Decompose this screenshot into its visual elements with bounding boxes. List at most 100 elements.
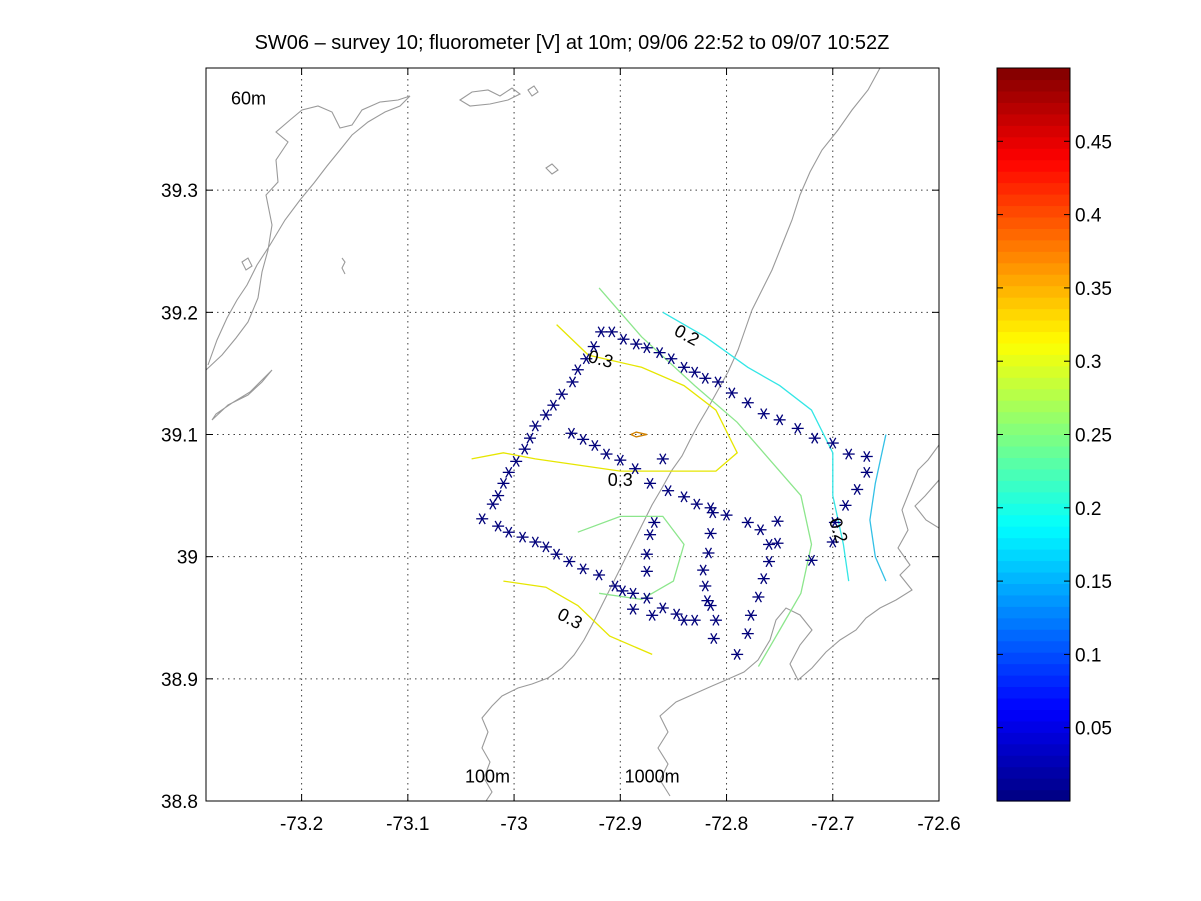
station-marker xyxy=(697,564,710,576)
y-tick-label: 39.1 xyxy=(161,426,198,447)
station-marker xyxy=(629,463,642,475)
colorbar-band xyxy=(997,251,1070,264)
station-marker xyxy=(731,648,744,660)
station-marker xyxy=(712,376,725,388)
colorbar-bands xyxy=(997,68,1070,802)
station-marker xyxy=(771,537,784,549)
contour-line-5 xyxy=(662,311,850,582)
colorbar-band xyxy=(997,125,1070,138)
x-tick-label: -72.6 xyxy=(917,814,960,835)
station-marker xyxy=(757,408,770,420)
colorbar-band xyxy=(997,434,1070,447)
colorbar-band xyxy=(997,468,1070,481)
colorbar-band xyxy=(997,457,1070,470)
x-tick-label: -72.7 xyxy=(811,814,854,835)
colorbar-band xyxy=(997,274,1070,287)
station-marker xyxy=(630,338,643,350)
isobath-1000m-hook xyxy=(914,479,939,529)
station-marker xyxy=(605,326,618,338)
station-marker xyxy=(529,536,542,548)
colorbar-band xyxy=(997,354,1070,367)
station-marker xyxy=(492,520,505,532)
colorbar-band xyxy=(997,297,1070,310)
station-marker xyxy=(550,548,563,560)
station-marker xyxy=(678,491,691,503)
y-tick-label: 38.8 xyxy=(161,792,198,813)
bathymetry-contours xyxy=(206,68,939,801)
colorbar-band xyxy=(997,709,1070,722)
station-marker xyxy=(752,591,765,603)
colorbar-band xyxy=(997,331,1070,344)
station-marker xyxy=(486,498,499,510)
station-marker xyxy=(763,556,776,568)
colorbar-band xyxy=(997,617,1070,630)
station-marker xyxy=(616,585,629,597)
colorbar-band xyxy=(997,308,1070,321)
station-marker xyxy=(595,326,608,338)
colorbar-band xyxy=(997,503,1070,516)
station-marker xyxy=(773,414,786,426)
station-marker xyxy=(539,409,552,421)
station-marker xyxy=(640,342,653,354)
station-marker xyxy=(741,397,754,409)
colorbar-tick-label: 0.2 xyxy=(1075,499,1101,520)
isobath-1000m xyxy=(657,444,939,797)
isobath-60m xyxy=(206,95,411,371)
contour-line-2 xyxy=(630,431,648,438)
colorbar-band xyxy=(997,68,1070,81)
colorbar-tick-label: 0.05 xyxy=(1075,719,1112,740)
y-tick-label: 39.2 xyxy=(161,303,198,324)
station-marker xyxy=(644,529,657,541)
colorbar-band xyxy=(997,675,1070,688)
colorbar-band xyxy=(997,342,1070,355)
isobath-label: 100m xyxy=(465,767,510,787)
colorbar-band xyxy=(997,205,1070,218)
colorbar-band xyxy=(997,182,1070,195)
station-marker xyxy=(704,599,717,612)
station-marker xyxy=(648,516,661,529)
y-tick-label: 39.3 xyxy=(161,181,198,202)
x-tick-label: -73.1 xyxy=(386,814,429,835)
colorbar-band xyxy=(997,388,1070,401)
colorbar-band xyxy=(997,319,1070,333)
station-marker xyxy=(808,432,821,444)
colorbar-band xyxy=(997,113,1070,126)
station-marker xyxy=(571,364,584,376)
station-marker xyxy=(662,485,675,497)
x-tick-label: -72.9 xyxy=(599,814,642,835)
contour-line-4 xyxy=(577,515,685,601)
colorbar-band xyxy=(997,400,1070,413)
colorbar-band xyxy=(997,228,1070,241)
station-marker xyxy=(688,366,701,378)
colorbar-tick-label: 0.3 xyxy=(1075,352,1101,373)
colorbar: 0.05 0.1 0.15 0.2 0.25 0.3 0.35 0.4 0.45 xyxy=(996,67,1112,802)
station-marker xyxy=(577,563,590,575)
station-marker xyxy=(670,608,683,620)
station-marker xyxy=(524,432,537,444)
colorbar-band xyxy=(997,778,1070,791)
isobath-60m-spot4 xyxy=(341,257,346,275)
colorbar-band xyxy=(997,663,1070,676)
station-marker xyxy=(617,333,630,345)
colorbar-band xyxy=(997,216,1070,229)
station-marker xyxy=(741,516,754,529)
station-marker xyxy=(771,515,784,527)
x-axis: -73.2 -73.1 -73 -72.9 -72.8 -72.7 -72.6 xyxy=(280,68,961,835)
station-marker xyxy=(690,498,703,510)
contour-label: 0.3 xyxy=(608,470,633,490)
colorbar-band xyxy=(997,766,1070,779)
colorbar-band xyxy=(997,148,1070,161)
station-marker xyxy=(678,614,691,626)
colorbar-band xyxy=(997,697,1070,710)
colorbar-band xyxy=(997,526,1070,539)
colorbar-band xyxy=(997,594,1070,607)
station-marker xyxy=(842,448,855,460)
isobath-100m xyxy=(481,68,881,801)
station-marker xyxy=(580,353,593,365)
y-tick-label: 38.9 xyxy=(161,670,198,691)
chart-title: SW06 – survey 10; fluorometer [V] at 10m… xyxy=(255,32,890,54)
y-axis: 38.8 38.9 39 39.1 39.2 39.3 xyxy=(161,181,939,813)
contour-line-3 xyxy=(598,287,813,667)
station-marker xyxy=(741,628,754,640)
